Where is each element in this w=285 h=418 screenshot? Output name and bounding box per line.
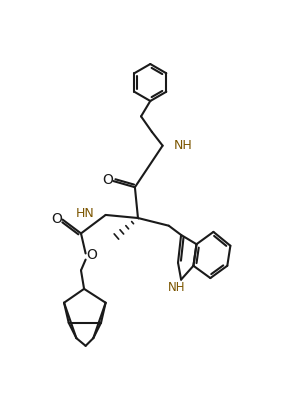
Text: O: O: [86, 248, 97, 262]
Text: NH: NH: [173, 139, 192, 152]
Text: NH: NH: [168, 281, 185, 294]
Text: O: O: [103, 173, 113, 187]
Text: HN: HN: [76, 207, 95, 220]
Text: O: O: [52, 212, 63, 226]
